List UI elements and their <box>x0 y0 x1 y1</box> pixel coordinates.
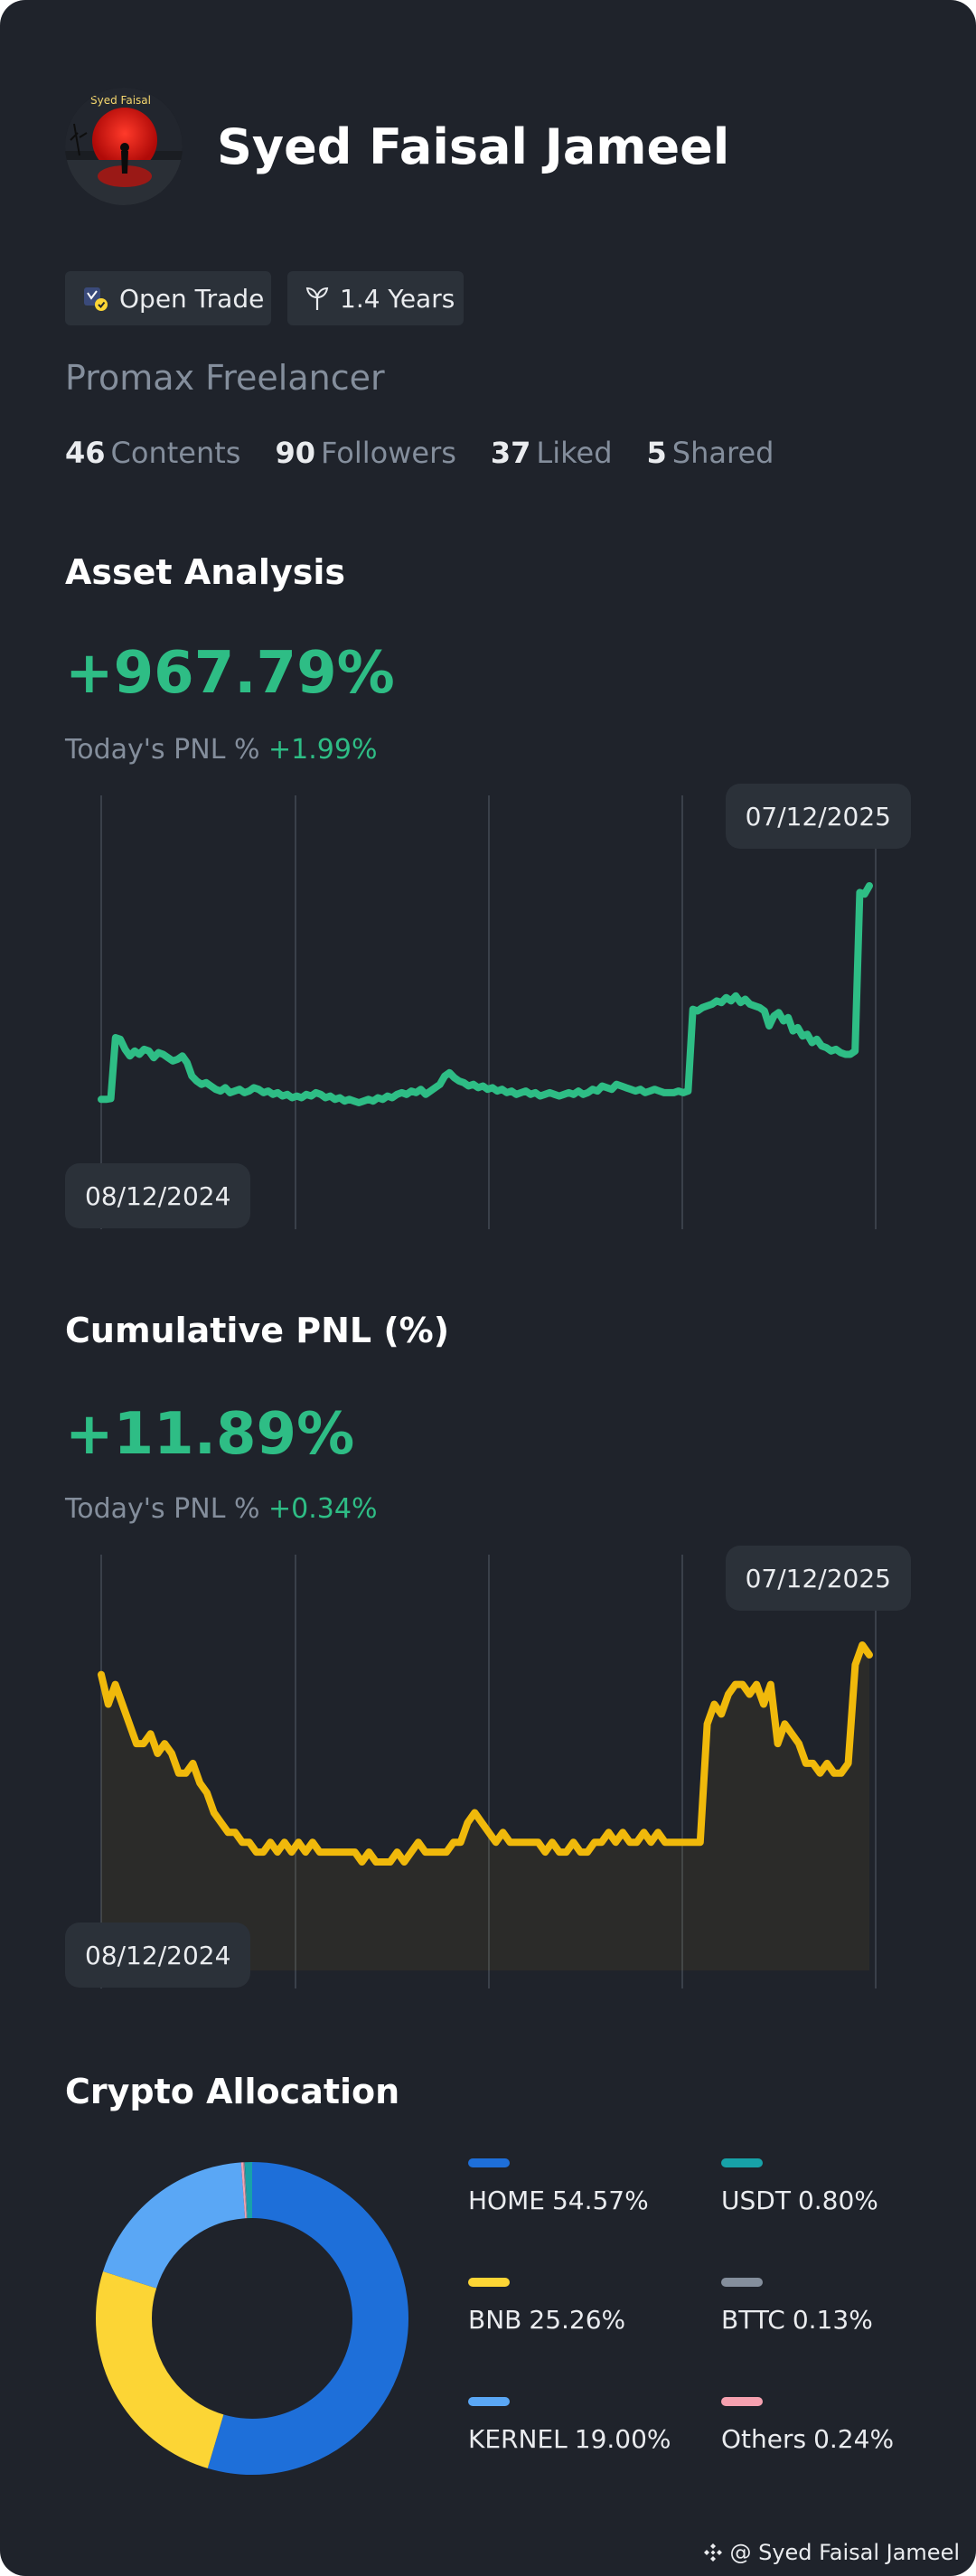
stat-value: 37 <box>490 436 531 470</box>
open-trade-label: Open Trade <box>119 283 265 314</box>
legend-text: BTTC 0.13% <box>721 2305 873 2335</box>
svg-text:Syed Faisal: Syed Faisal <box>90 94 151 107</box>
series-line <box>98 882 873 1106</box>
stat-shared[interactable]: 5 Shared <box>647 432 774 474</box>
legend-pct: 19.00% <box>574 2424 671 2454</box>
stat-contents[interactable]: 46 Contents <box>65 432 240 474</box>
series-line <box>98 1641 873 1866</box>
cumulative-today-pnl: Today's PNL % +0.34% <box>65 1490 377 1529</box>
series-area <box>101 1645 869 1970</box>
watermark: @ Syed Faisal Jameel <box>702 2540 960 2565</box>
legend-swatch <box>468 2397 510 2406</box>
legend-swatch <box>721 2278 763 2287</box>
legend-pct: 54.57% <box>551 2186 649 2215</box>
legend-pct: 0.80% <box>797 2186 878 2215</box>
legend-item-bttc[interactable]: BTTC 0.13% <box>721 2278 956 2350</box>
legend-text: BNB 25.26% <box>468 2305 625 2335</box>
experience-label: 1.4 Years <box>340 283 455 314</box>
legend-name: BNB <box>468 2305 522 2335</box>
today-pnl-value: +1.99% <box>268 734 378 766</box>
today-pnl-value: +0.34% <box>268 1493 378 1525</box>
asset-analysis-value: +967.79% <box>65 640 395 707</box>
cumulative-pnl-chart[interactable] <box>65 1555 911 1988</box>
crypto-allocation-title: Crypto Allocation <box>65 2072 400 2111</box>
legend-pct: 0.24% <box>813 2424 895 2454</box>
legend-name: BTTC <box>721 2305 785 2335</box>
asset-end-date: 07/12/2025 <box>725 784 911 849</box>
stat-liked[interactable]: 37 Liked <box>491 432 613 474</box>
today-pnl-label: Today's PNL % <box>65 1493 260 1525</box>
legend-name: HOME <box>468 2186 545 2215</box>
asset-start-date: 08/12/2024 <box>65 1163 251 1228</box>
legend-name: KERNEL <box>468 2424 568 2454</box>
stat-label: Contents <box>110 436 241 470</box>
stat-label: Followers <box>321 436 456 470</box>
stat-value: 5 <box>646 436 667 470</box>
legend-item-usdt[interactable]: USDT 0.80% <box>721 2158 956 2231</box>
experience-tag[interactable]: 1.4 Years <box>287 271 464 325</box>
legend-swatch <box>468 2158 510 2167</box>
legend-swatch <box>468 2278 510 2287</box>
user-name: Syed Faisal Jameel <box>217 118 730 175</box>
stat-value: 90 <box>275 436 315 470</box>
legend-text: KERNEL 19.00% <box>468 2424 671 2454</box>
avatar[interactable]: Syed Faisal <box>65 88 183 205</box>
legend-text: HOME 54.57% <box>468 2186 649 2215</box>
allocation-donut-chart[interactable] <box>96 2162 408 2475</box>
stat-label: Liked <box>536 436 613 470</box>
legend-pct: 25.26% <box>529 2305 626 2335</box>
stat-followers[interactable]: 90 Followers <box>275 432 455 474</box>
sprout-icon <box>305 287 329 310</box>
profile-stats: 46 Contents 90 Followers 37 Liked 5 Shared <box>65 432 774 474</box>
donut-slice-bnb <box>96 2162 408 2475</box>
legend-swatch <box>721 2158 763 2167</box>
asset-analysis-chart[interactable] <box>65 795 911 1229</box>
open-trade-tag[interactable]: Open Trade <box>65 271 271 325</box>
asset-analysis-title: Asset Analysis <box>65 552 345 592</box>
legend-item-bnb[interactable]: BNB 25.26% <box>468 2278 703 2350</box>
stat-value: 46 <box>65 436 106 470</box>
profile-subtitle: Promax Freelancer <box>65 358 385 398</box>
donut-slice-usdt <box>96 2162 408 2475</box>
legend-swatch <box>721 2397 763 2406</box>
stat-label: Shared <box>671 436 774 470</box>
legend-name: USDT <box>721 2186 791 2215</box>
watermark-text: @ Syed Faisal Jameel <box>729 2540 960 2565</box>
binance-logo-icon <box>704 2543 723 2562</box>
cumulative-pnl-value: +11.89% <box>65 1401 355 1468</box>
cumulative-start-date: 08/12/2024 <box>65 1923 251 1988</box>
open-trade-badge-icon <box>84 287 108 311</box>
legend-item-home[interactable]: HOME 54.57% <box>468 2158 703 2231</box>
allocation-legend: HOME 54.57% USDT 0.80% BNB 25.26% BTTC 0.13%… <box>468 2158 938 2493</box>
avatar-image: Syed Faisal <box>65 88 183 205</box>
legend-name: Others <box>721 2424 807 2454</box>
cumulative-pnl-title: Cumulative PNL (%) <box>65 1311 450 1350</box>
legend-text: Others 0.24% <box>721 2424 894 2454</box>
asset-today-pnl: Today's PNL % +1.99% <box>65 730 377 770</box>
today-pnl-label: Today's PNL % <box>65 734 260 766</box>
legend-pct: 0.13% <box>792 2305 873 2335</box>
cumulative-end-date: 07/12/2025 <box>725 1546 911 1611</box>
legend-text: USDT 0.80% <box>721 2186 878 2215</box>
legend-item-kernel[interactable]: KERNEL 19.00% <box>468 2397 703 2469</box>
legend-item-others[interactable]: Others 0.24% <box>721 2397 956 2469</box>
